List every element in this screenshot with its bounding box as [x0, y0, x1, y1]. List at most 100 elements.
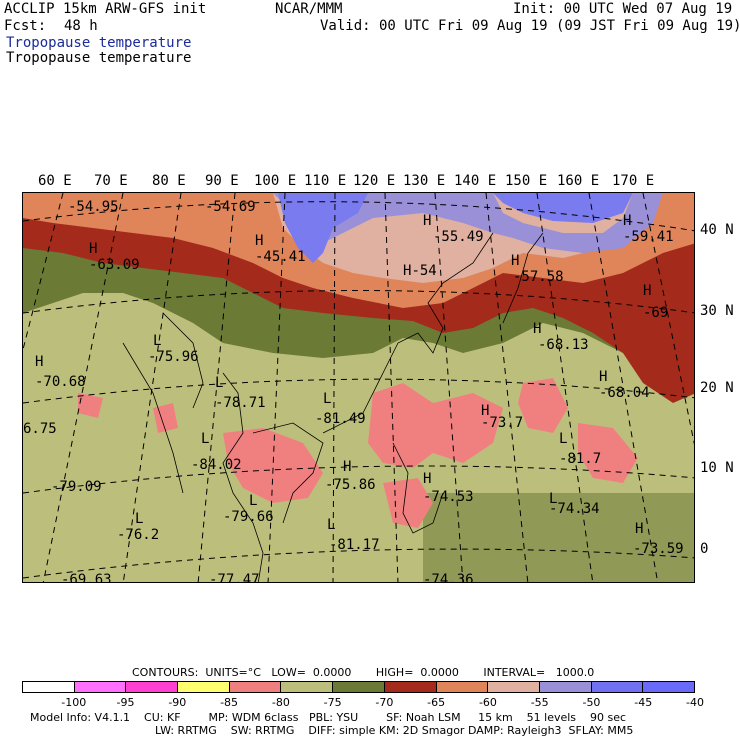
colorbar-swatch [178, 682, 230, 692]
colorbar-swatch [643, 682, 694, 692]
extremum-label: L -78.71 [215, 375, 266, 411]
extremum-type: H [643, 283, 651, 299]
extremum-value: -54.69 [205, 199, 256, 215]
extremum-type: L [201, 431, 209, 447]
extremum-type: H [423, 471, 431, 487]
extremum-label: L -76.2 [117, 511, 159, 543]
extremum-value: -63.09 [89, 257, 140, 273]
lon-label: 150 E [505, 173, 548, 189]
model-info-line-1: Model Info: V4.1.1 CU: KF MP: WDM 6class… [30, 711, 627, 724]
extremum-label: -74.36 [423, 572, 474, 583]
colorbar-tick-label: -80 [271, 696, 290, 709]
meridian [23, 193, 64, 352]
extremum-value: -81.7 [559, 451, 601, 467]
extremum-value: -70.68 [35, 374, 86, 390]
extremum-type: L [153, 333, 161, 349]
colorbar-tick-label: -45 [634, 696, 653, 709]
lat-label: 30 N [700, 303, 734, 319]
extremum-type: L [549, 491, 557, 507]
extremum-value: -59.41 [623, 229, 674, 245]
extremum-type: L [249, 493, 257, 509]
valid-time: Valid: 00 UTC Fri 09 Aug 19 (09 JST Fri … [320, 18, 740, 34]
colorbar-swatch [229, 682, 282, 692]
meridian [42, 193, 124, 582]
colorbar-swatch [539, 682, 592, 692]
extremum-label: L -81.7 [559, 431, 601, 467]
extremum-label: L -84.02 [191, 431, 242, 473]
contours-info: CONTOURS: UNITS=°C LOW= 0.0000 HIGH= 0.0… [132, 666, 595, 679]
cold-patch [518, 378, 568, 433]
colorbar-tick-label: -55 [530, 696, 549, 709]
extremum-value: -81.49 [315, 411, 366, 427]
extremum-label: H -63.09 [89, 241, 140, 273]
extremum-value: -73.59 [633, 541, 684, 557]
extremum-type: H [35, 354, 43, 370]
extremum-value: -74.34 [549, 501, 600, 517]
colorbar-swatch [333, 682, 385, 692]
extremum-type: H [599, 369, 607, 385]
colorbar-swatch [74, 682, 127, 692]
lat-label: 20 N [700, 380, 734, 396]
extremum-value: -54.95 [68, 199, 119, 215]
extremum-label: -69.63 [61, 572, 112, 583]
colorbar-swatch [384, 682, 437, 692]
extremum-label: H-54 [403, 263, 437, 279]
extremum-value: -79.09 [51, 479, 102, 495]
model-info-line-2: LW: RRTMG SW: RRTMG DIFF: simple KM: 2D … [155, 724, 634, 737]
lon-label: 70 E [94, 173, 128, 189]
meridian [642, 193, 694, 445]
extremum-type: L [215, 375, 223, 391]
extremum-label: H -45.41 [255, 233, 306, 265]
extremum-label: 6.75 [23, 421, 57, 437]
cold-patch [78, 393, 103, 418]
lon-label: 80 E [152, 173, 186, 189]
extremum-value: -55.49 [433, 229, 484, 245]
lon-label: 130 E [403, 173, 446, 189]
coastline [122, 342, 184, 494]
extremum-label: H -57.58 [511, 253, 564, 285]
extremum-type: H [343, 459, 351, 475]
extremum-value: -84.02 [191, 457, 242, 473]
coastline [162, 312, 204, 409]
field-title-contour: Tropopause temperature [6, 50, 192, 66]
graticule [23, 193, 694, 582]
colorbar-swatch [591, 682, 644, 692]
extremum-value: -57.58 [513, 269, 564, 285]
colorbar-swatch [436, 682, 489, 692]
extremum-type: H [255, 233, 263, 249]
extremum-label: L -74.34 [549, 491, 600, 517]
extremum-value: -79.66 [223, 509, 274, 525]
coastline [222, 372, 264, 582]
lon-label: 170 E [612, 173, 655, 189]
meridian [588, 193, 659, 582]
extremum-label: H-55.49 [423, 213, 484, 245]
fill-band-m55-m50 [273, 193, 663, 253]
colorbar-tick-label: -75 [323, 696, 342, 709]
extremum-value: -69.63 [61, 572, 112, 583]
extremum-value: -68.04 [599, 385, 650, 401]
lon-label: 90 E [205, 173, 239, 189]
extremum-value: -73.7 [481, 415, 523, 431]
extremum-value: -68.13 [538, 337, 589, 353]
extremum-label: L -75.96 [148, 333, 199, 365]
cold-patch [578, 423, 638, 483]
extremum-value: -75.86 [325, 477, 376, 493]
extremum-label: -79.09 [51, 479, 102, 495]
field-title-shaded: Tropopause temperature [6, 35, 192, 51]
extremum-value: -74.36 [423, 572, 474, 583]
extremum-type: H [623, 213, 631, 229]
lat-label: 10 N [700, 460, 734, 476]
map-panel: -54.95 -54.69 H -45.41 H-55.49 H -59.41 H-… [22, 192, 695, 583]
org-label: NCAR/MMM [275, 1, 343, 17]
colorbar-tick-label: -50 [582, 696, 601, 709]
extremum-value: -77.47 [209, 572, 260, 583]
extremum-value: -78.71 [215, 395, 266, 411]
extremum-type: H [423, 213, 431, 229]
extremum-label: L -79.66 [223, 493, 274, 525]
extremum-type: H [481, 403, 489, 419]
extremum-type: L [135, 511, 143, 527]
extremum-label: -77.47 [209, 572, 260, 583]
coastline [252, 422, 324, 524]
colorbar-tick-label: -40 [686, 696, 704, 709]
forecast-label: Fcst: [4, 18, 47, 34]
